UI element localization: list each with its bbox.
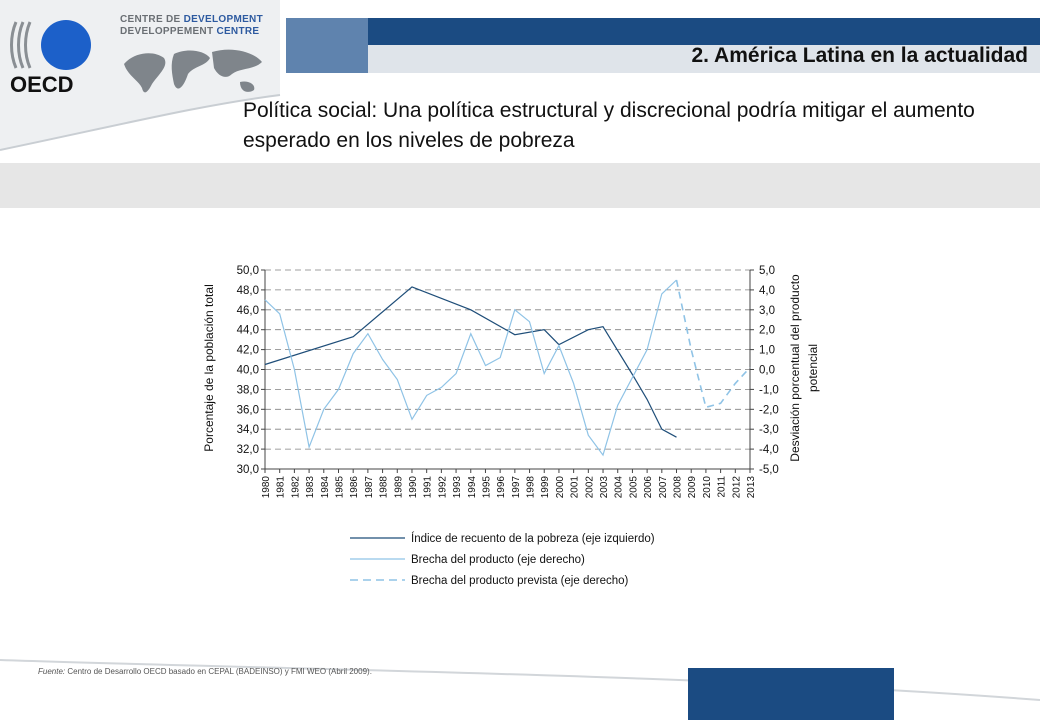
world-map-icon: [124, 49, 262, 93]
x-tick-label: 1997: [511, 476, 522, 499]
header-banner: [0, 0, 1040, 151]
header-band-left: [286, 18, 368, 73]
left-tick-label: 48,0: [237, 285, 259, 297]
right-tick-label: 4,0: [759, 285, 775, 297]
slide-title: Política social: Una política estructura…: [243, 99, 975, 152]
source-note: Fuente: Centro de Desarrollo OECD basado…: [38, 667, 372, 676]
left-axis-label: Porcentaje de la población total: [202, 284, 216, 451]
x-tick-label: 1984: [320, 476, 331, 499]
right-tick-label: -4,0: [759, 444, 779, 456]
right-axis-label-line1: Desviación porcentual del producto: [788, 274, 802, 462]
x-tick-label: 2006: [643, 476, 654, 499]
x-tick-label: 2004: [614, 476, 625, 499]
development-centre-logo: CENTRE DE DEVELOPMENT DEVELOPPEMENT CENT…: [112, 14, 272, 104]
x-tick-label: 1990: [408, 476, 419, 499]
grid-lines: [265, 269, 750, 450]
x-tick-label: 1994: [467, 476, 478, 499]
x-tick-label: 2012: [731, 476, 742, 499]
series-lines: [264, 279, 751, 457]
grey-band: [0, 163, 1040, 208]
left-tick-label: 34,0: [237, 424, 259, 436]
x-tick-label: 2011: [717, 476, 728, 498]
x-tick-label: 1992: [437, 476, 448, 499]
left-tick-label: 38,0: [237, 384, 259, 396]
x-tick-label: 2013: [746, 476, 757, 499]
x-tick-label: 2000: [555, 476, 566, 499]
right-tick-label: 1,0: [759, 345, 775, 357]
legend-label-gap: Brecha del producto (eje derecho): [411, 554, 585, 566]
right-tick-label: -5,0: [759, 464, 779, 476]
legend: Índice de recuento de la pobreza (eje iz…: [350, 532, 655, 587]
header-band-mid: [368, 18, 1040, 45]
header-curve-line: [0, 94, 281, 151]
x-tick-label: 1996: [496, 476, 507, 499]
x-tick-label: 2008: [673, 476, 684, 499]
right-tick-label: -3,0: [759, 424, 779, 436]
x-tick-label: 2003: [599, 476, 610, 499]
header-band-pale: [368, 45, 1040, 73]
x-axis-ticks: 1980 1981 1982 1983 1984 1985 1986 1987 1988 1989…: [261, 469, 757, 498]
right-tick-label: -1,0: [759, 384, 779, 396]
x-tick-label: 1981: [276, 476, 287, 499]
left-tick-label: 44,0: [237, 325, 259, 337]
x-tick-label: 2009: [687, 476, 698, 499]
poverty-output-gap-chart: 50,0 48,0 46,0 44,0 42,0 40,0 38,0 36,0 34,0 32,0…: [202, 265, 820, 587]
left-tick-label: 32,0: [237, 444, 259, 456]
right-tick-label: -2,0: [759, 404, 779, 416]
oecd-logo: OECD: [10, 20, 91, 94]
right-tick-label: 5,0: [759, 265, 775, 277]
left-axis-ticks: 50,0 48,0 46,0 44,0 42,0 40,0 38,0 36,0 34,0 32,0…: [237, 265, 265, 476]
series-line-1: [264, 279, 677, 457]
x-tick-label: 1995: [481, 476, 492, 499]
section-title: 2. América Latina en la actualidad: [691, 44, 1028, 67]
left-tick-label: 30,0: [237, 464, 259, 476]
right-tick-label: 3,0: [759, 305, 775, 317]
left-tick-label: 36,0: [237, 404, 259, 416]
x-tick-label: 1982: [290, 476, 301, 499]
x-tick-label: 1989: [393, 476, 404, 499]
x-tick-label: 2001: [570, 476, 581, 499]
x-tick-label: 1988: [379, 476, 390, 499]
x-tick-label: 1983: [305, 476, 316, 499]
x-tick-label: 2005: [628, 476, 639, 499]
left-tick-label: 40,0: [237, 365, 259, 377]
x-tick-label: 1999: [540, 476, 551, 499]
left-tick-label: 50,0: [237, 265, 259, 277]
logo-text: OECD: [10, 72, 74, 94]
x-tick-label: 1985: [334, 476, 345, 499]
x-tick-label: 2010: [702, 476, 713, 499]
x-tick-label: 1986: [349, 476, 360, 499]
series-line-2: [675, 279, 751, 409]
x-tick-label: 1980: [261, 476, 272, 499]
x-tick-label: 1987: [364, 476, 375, 499]
legend-label-forecast: Brecha del producto prevista (eje derech…: [411, 575, 629, 587]
x-tick-label: 1998: [526, 476, 537, 499]
right-tick-label: 0,0: [759, 365, 775, 377]
legend-label-poverty: Índice de recuento de la pobreza (eje iz…: [411, 532, 655, 545]
left-tick-label: 42,0: [237, 345, 259, 357]
x-tick-label: 1993: [452, 476, 463, 499]
x-tick-label: 2002: [584, 476, 595, 499]
x-tick-label: 2007: [658, 476, 669, 499]
left-tick-label: 46,0: [237, 305, 259, 317]
right-tick-label: 2,0: [759, 325, 775, 337]
x-tick-label: 1991: [423, 476, 434, 499]
footer-blue-bar: [688, 668, 894, 720]
right-axis-label-line2: potencial: [806, 344, 820, 392]
right-axis-ticks: 5,0 4,0 3,0 2,0 1,0 0,0 -1,0 -2,0 -3,0 -4,0 -5,0: [750, 265, 779, 476]
